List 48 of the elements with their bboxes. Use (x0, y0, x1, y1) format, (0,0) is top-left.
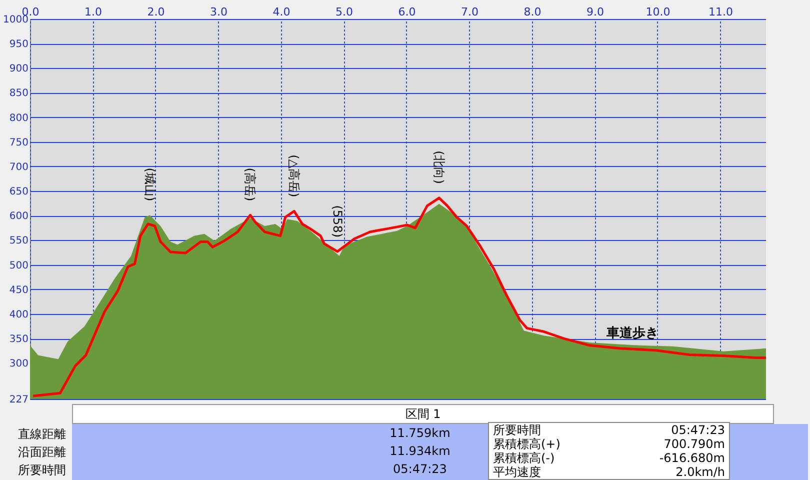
y-tick-label: 600 (9, 211, 28, 222)
x-tick-label: 3.0 (210, 6, 228, 18)
text: 累積標高(+) (493, 437, 560, 451)
text: 11.759km (388, 426, 452, 440)
text: -616.680m (659, 451, 725, 465)
x-tick-label: 1.0 (84, 6, 102, 18)
x-tick-label: 11.0 (708, 6, 733, 18)
annotation: (城山) (142, 168, 157, 202)
text: 11.934km (388, 444, 452, 458)
x-tick-label: 8.0 (524, 6, 542, 18)
y-tick-label: 900 (9, 64, 28, 75)
annotation: (△高岳) (287, 154, 302, 198)
text: 所要時間 (493, 423, 541, 437)
y-tick-label: 227 (9, 394, 28, 406)
y-tick-label: 700 (9, 162, 28, 173)
x-tick-label: 6.0 (398, 6, 416, 18)
text: 2.0km/h (676, 465, 725, 479)
y-tick-label: 450 (9, 284, 28, 296)
y-tick-label: 550 (9, 236, 28, 247)
text: 05:47:23 (671, 423, 725, 437)
annotation: (558) (330, 205, 344, 238)
x-tick-label: 7.0 (460, 6, 478, 18)
x-tick-label: 2.0 (147, 6, 165, 18)
x-tick-label: 10.0 (646, 6, 670, 18)
x-tick-label: 4.0 (272, 6, 290, 18)
x-tick-label: 5.0 (335, 6, 353, 18)
text: 平均速度 (493, 465, 541, 479)
y-tick-label: 400 (9, 309, 28, 320)
text: 沿面距離 (17, 444, 66, 461)
y-tick-label: 850 (9, 88, 28, 100)
annotation: (北向) (432, 150, 446, 184)
x-tick-label: 9.0 (586, 6, 604, 18)
y-tick-label: 300 (9, 358, 28, 370)
annotation: 車道歩き (605, 326, 658, 341)
text: 直線距離 (17, 426, 66, 443)
text: 700.790m (664, 437, 725, 451)
y-tick-label: 350 (9, 334, 28, 346)
text: 区間 1 (72, 404, 774, 424)
text: 累積標高(-) (493, 451, 555, 465)
text: 05:47:23 (392, 462, 448, 476)
text: 所要時間 (17, 462, 66, 479)
y-tick-label: 800 (9, 112, 28, 124)
annotation: (高岳) (243, 168, 258, 202)
y-tick-label: 950 (9, 39, 28, 50)
y-tick-label: 750 (9, 137, 28, 148)
y-tick-label: 500 (9, 260, 28, 272)
y-tick-label: 650 (9, 186, 28, 198)
y-tick-label: 1000 (3, 14, 28, 26)
